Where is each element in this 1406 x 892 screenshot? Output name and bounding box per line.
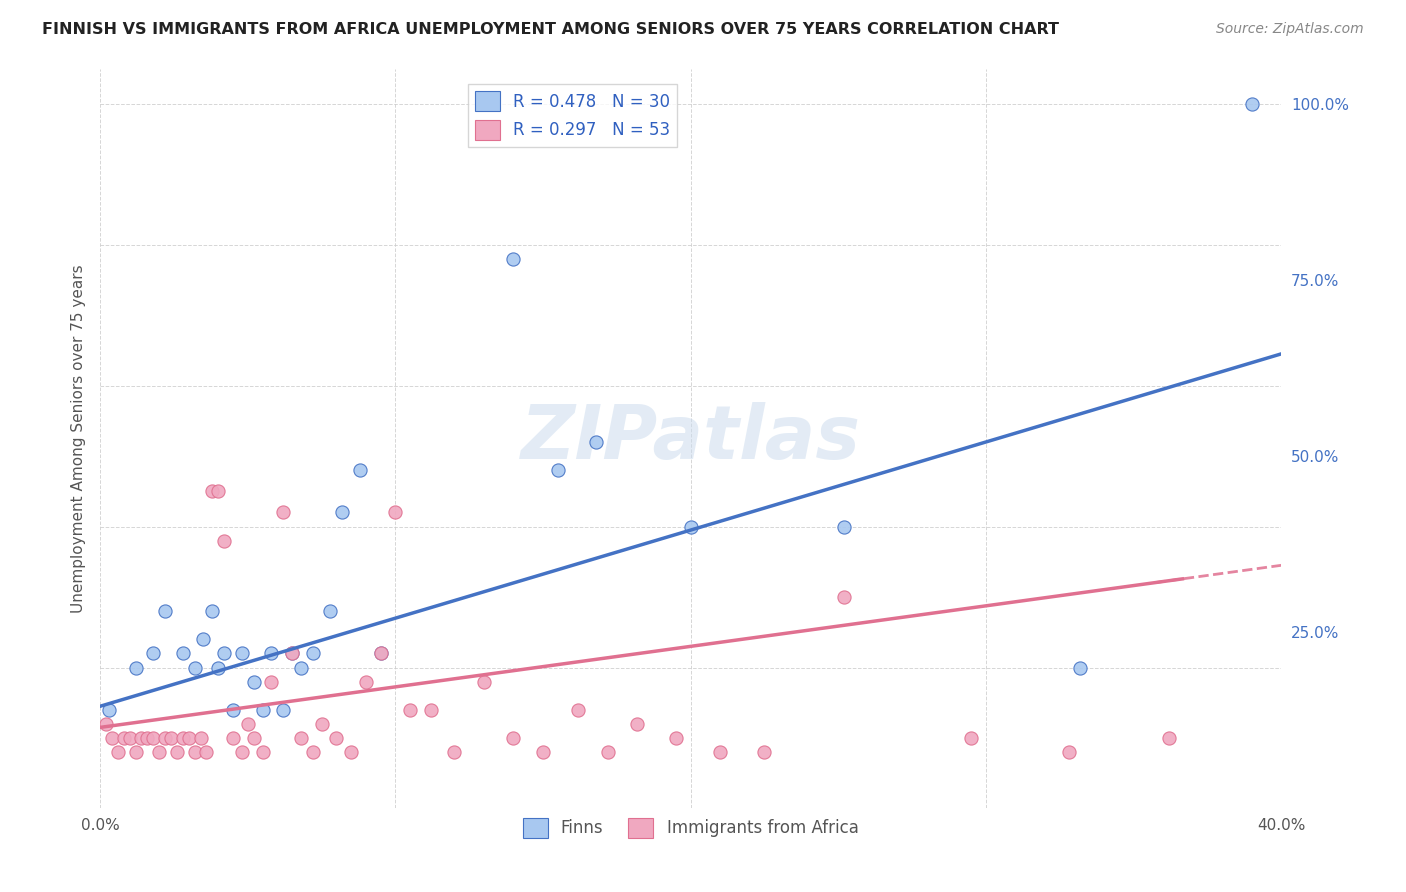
Point <box>242 731 264 745</box>
Point <box>177 731 200 745</box>
Point <box>160 731 183 745</box>
Point <box>709 745 731 759</box>
Point <box>502 252 524 266</box>
Point <box>281 647 304 661</box>
Point <box>472 674 495 689</box>
Point <box>596 745 619 759</box>
Point <box>183 660 205 674</box>
Text: ZIPatlas: ZIPatlas <box>520 402 860 475</box>
Point <box>222 731 245 745</box>
Point <box>252 745 274 759</box>
Point <box>118 731 141 745</box>
Point <box>349 463 371 477</box>
Point <box>370 647 392 661</box>
Point <box>354 674 377 689</box>
Point <box>547 463 569 477</box>
Text: Source: ZipAtlas.com: Source: ZipAtlas.com <box>1216 22 1364 37</box>
Point <box>399 703 422 717</box>
Point <box>107 745 129 759</box>
Point <box>271 506 294 520</box>
Point <box>212 533 235 548</box>
Point <box>502 731 524 745</box>
Point <box>207 484 229 499</box>
Point <box>201 604 224 618</box>
Point <box>754 745 776 759</box>
Point <box>311 717 333 731</box>
Point <box>166 745 188 759</box>
Point <box>665 731 688 745</box>
Point <box>231 647 253 661</box>
Point <box>960 731 983 745</box>
Point <box>419 703 441 717</box>
Point <box>124 660 146 674</box>
Point <box>290 731 312 745</box>
Point <box>1157 731 1180 745</box>
Point <box>330 506 353 520</box>
Point <box>1240 96 1263 111</box>
Text: FINNISH VS IMMIGRANTS FROM AFRICA UNEMPLOYMENT AMONG SENIORS OVER 75 YEARS CORRE: FINNISH VS IMMIGRANTS FROM AFRICA UNEMPL… <box>42 22 1059 37</box>
Point <box>301 647 323 661</box>
Point <box>98 703 121 717</box>
Point <box>832 519 855 533</box>
Point <box>626 717 648 731</box>
Point <box>101 731 124 745</box>
Point <box>443 745 465 759</box>
Point <box>1057 745 1080 759</box>
Point <box>94 717 117 731</box>
Point <box>222 703 245 717</box>
Point <box>172 647 194 661</box>
Point <box>242 674 264 689</box>
Point <box>252 703 274 717</box>
Point <box>531 745 554 759</box>
Point <box>153 731 176 745</box>
Point <box>172 731 194 745</box>
Point <box>236 717 259 731</box>
Point <box>136 731 159 745</box>
Point <box>148 745 170 759</box>
Point <box>207 660 229 674</box>
Point <box>301 745 323 759</box>
Point <box>142 647 165 661</box>
Point <box>567 703 589 717</box>
Point <box>153 604 176 618</box>
Point <box>201 484 224 499</box>
Point <box>370 647 392 661</box>
Point <box>679 519 702 533</box>
Point <box>142 731 165 745</box>
Y-axis label: Unemployment Among Seniors over 75 years: Unemployment Among Seniors over 75 years <box>72 264 86 613</box>
Point <box>193 632 215 647</box>
Point <box>585 435 607 450</box>
Point <box>124 745 146 759</box>
Legend: Finns, Immigrants from Africa: Finns, Immigrants from Africa <box>516 811 865 845</box>
Point <box>195 745 218 759</box>
Point <box>260 647 283 661</box>
Point <box>832 590 855 604</box>
Point <box>271 703 294 717</box>
Point <box>112 731 135 745</box>
Point <box>1069 660 1091 674</box>
Point <box>319 604 342 618</box>
Point <box>131 731 153 745</box>
Point <box>281 647 304 661</box>
Point <box>183 745 205 759</box>
Point <box>290 660 312 674</box>
Point <box>190 731 212 745</box>
Point <box>340 745 363 759</box>
Point <box>260 674 283 689</box>
Point <box>212 647 235 661</box>
Point <box>325 731 347 745</box>
Point <box>384 506 406 520</box>
Point <box>231 745 253 759</box>
